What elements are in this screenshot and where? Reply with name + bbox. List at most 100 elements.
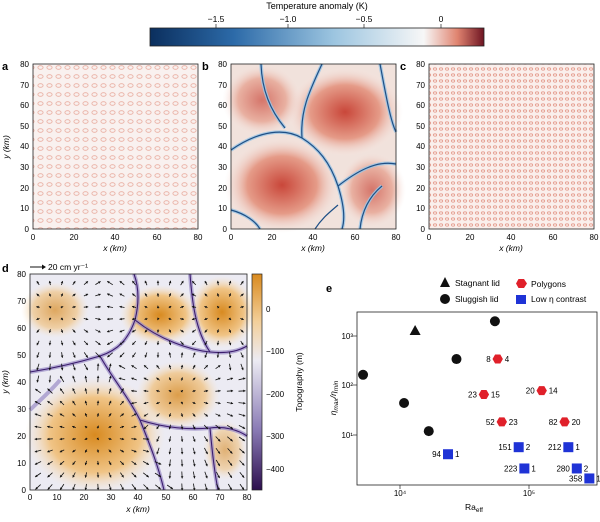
panel-d-ylabel: y (km) <box>0 370 10 395</box>
svg-text:20: 20 <box>17 432 26 441</box>
panel-c-label: c <box>400 61 406 73</box>
velocity-arrowhead <box>107 281 110 284</box>
velocity-arrowhead <box>146 487 149 490</box>
legend-sluggish-label: Sluggish lid <box>455 294 499 304</box>
velocity-arrowhead <box>85 305 89 309</box>
velocity-arrowhead <box>84 475 88 478</box>
velocity-arrowhead <box>96 375 100 378</box>
svg-text:80: 80 <box>392 233 401 242</box>
panel-e-axes <box>356 311 598 486</box>
velocity-arrowhead <box>144 280 148 284</box>
velocity-arrowhead <box>204 293 208 297</box>
svg-text:30: 30 <box>218 163 227 172</box>
velocity-arrowhead <box>180 352 184 355</box>
velocity-arrowhead <box>107 293 110 296</box>
velocity-arrowhead <box>168 317 172 320</box>
panel-e-legend: Stagnant lid Sluggish lid Polygons Low η… <box>440 277 587 304</box>
velocity-arrowhead <box>144 355 148 358</box>
velocity-arrowhead <box>36 380 39 383</box>
point-label-left: 52 <box>486 418 495 427</box>
panel-a-ylabel: y (km) <box>1 135 11 160</box>
velocity-arrowhead <box>146 474 149 478</box>
velocity-arrowhead <box>121 449 124 453</box>
velocity-arrowhead <box>36 317 39 320</box>
velocity-arrowhead <box>193 401 196 404</box>
velocity-arrowhead <box>60 474 63 478</box>
svg-text:80: 80 <box>218 60 227 69</box>
velocity-arrowhead <box>230 414 233 417</box>
point-label-right: 15 <box>491 390 500 399</box>
velocity-arrowhead <box>47 462 50 465</box>
velocity-arrowhead <box>98 355 101 358</box>
point-label-right: 23 <box>509 418 518 427</box>
velocity-arrowhead <box>96 437 99 440</box>
velocity-arrowhead <box>108 400 112 404</box>
velocity-arrowhead <box>131 377 134 380</box>
velocity-arrowhead <box>217 306 220 309</box>
svg-text:40: 40 <box>17 378 26 387</box>
velocity-arrowhead <box>60 487 63 490</box>
velocity-arrowhead <box>168 364 172 368</box>
colorbar-tick: −1.5 <box>208 14 225 24</box>
sluggish-lid-point <box>423 426 434 437</box>
svg-text:−400: −400 <box>266 465 285 474</box>
velocity-arrowhead <box>119 342 123 345</box>
velocity-arrowhead <box>133 487 137 490</box>
velocity-arrowhead <box>218 389 221 393</box>
topography-colorbar-label: Topography (m) <box>294 352 304 412</box>
velocity-arrowhead <box>228 355 232 358</box>
velocity-arrowhead <box>47 401 50 404</box>
velocity-arrowhead <box>168 451 172 455</box>
legend-low-marker <box>516 295 526 304</box>
svg-text:50: 50 <box>20 122 29 131</box>
sluggish-lid-point <box>489 316 500 327</box>
velocity-arrowhead <box>180 426 184 430</box>
point-label-right: 1 <box>455 450 460 459</box>
velocity-arrowhead <box>193 464 196 467</box>
velocity-arrowhead <box>48 380 52 383</box>
velocity-arrowhead <box>230 401 234 405</box>
svg-text:60: 60 <box>153 233 162 242</box>
svg-text:80: 80 <box>20 60 29 69</box>
velocity-arrowhead <box>193 476 196 479</box>
point-label-left: 151 <box>498 443 512 452</box>
velocity-arrowhead <box>158 486 161 490</box>
point-label-right: 2 <box>526 443 531 452</box>
velocity-arrowhead <box>60 401 63 404</box>
velocity-arrowhead <box>132 305 135 309</box>
velocity-arrowhead <box>143 377 147 381</box>
velocity-arrowhead <box>205 451 208 455</box>
velocity-arrowhead <box>36 367 39 371</box>
velocity-arrowhead <box>181 293 184 296</box>
velocity-arrowhead <box>109 388 112 391</box>
velocity-arrows <box>34 280 246 491</box>
velocity-arrowhead <box>60 330 64 333</box>
velocity-arrowhead <box>36 305 39 309</box>
velocity-arrowhead <box>48 368 52 371</box>
velocity-arrowhead <box>131 365 134 368</box>
velocity-arrowhead <box>205 475 208 479</box>
svg-text:0: 0 <box>25 225 30 234</box>
velocity-arrowhead <box>119 354 123 358</box>
svg-text:10⁵: 10⁵ <box>523 489 535 498</box>
velocity-arrowhead <box>60 342 64 346</box>
velocity-arrowhead <box>84 462 88 466</box>
point-label-right: 2 <box>584 464 589 473</box>
svg-text:0: 0 <box>223 225 228 234</box>
panel-e-xlabel: Raeff <box>465 502 483 514</box>
velocity-arrowhead <box>193 439 196 442</box>
velocity-arrowhead <box>109 437 112 441</box>
velocity-arrowhead <box>205 426 208 429</box>
velocity-arrowhead <box>107 354 110 358</box>
velocity-arrowhead <box>242 377 246 380</box>
velocity-arrowhead <box>84 437 88 440</box>
velocity-arrowhead <box>108 413 112 416</box>
velocity-arrowhead <box>156 389 159 393</box>
velocity-arrowhead <box>168 464 172 467</box>
velocity-arrowhead <box>230 377 233 380</box>
velocity-arrowhead <box>96 475 100 478</box>
panel-c-xticks: 0 20 40 60 80 <box>427 233 599 242</box>
velocity-arrowhead <box>157 317 160 321</box>
panel-d-yticks: 80 70 60 50 40 30 20 10 0 <box>17 270 26 495</box>
